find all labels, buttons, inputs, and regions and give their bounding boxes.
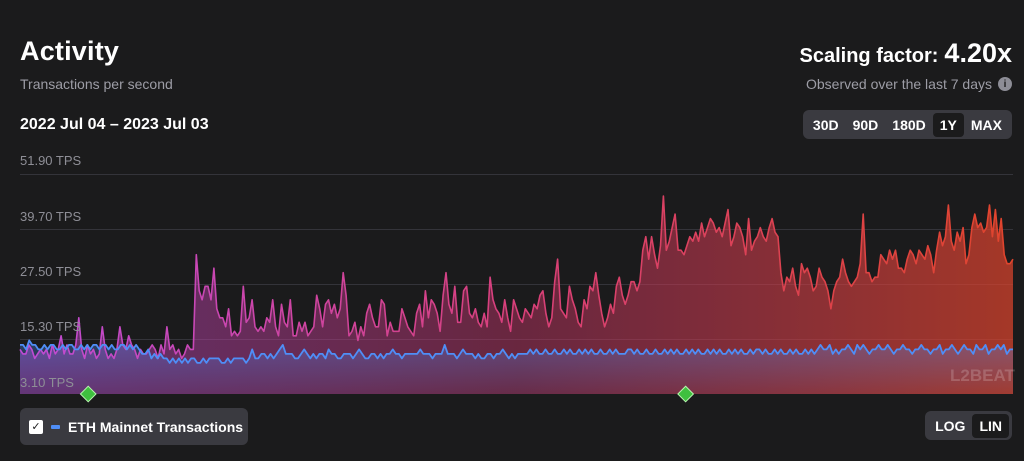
range-180d-button[interactable]: 180D — [892, 116, 926, 133]
time-range-selector: 30D 90D 180D 1Y MAX — [802, 110, 1012, 139]
scale-lin-button[interactable]: LIN — [972, 413, 1009, 438]
scale-selector: LOG LIN — [925, 411, 1012, 440]
layer2-area — [20, 196, 1013, 394]
observed-note: Observed over the last 7 days i — [806, 76, 1012, 92]
y-tick-label: 15.30 TPS — [20, 319, 82, 334]
y-tick-label: 39.70 TPS — [20, 209, 82, 224]
scaling-factor-label: Scaling factor: — [799, 45, 939, 67]
page-title: Activity — [20, 36, 120, 66]
milestone-marker-icon[interactable] — [79, 385, 97, 403]
scaling-factor: Scaling factor: 4.20x — [800, 38, 1013, 69]
info-icon[interactable]: i — [998, 77, 1012, 91]
eth-mainnet-area — [20, 340, 1013, 394]
gridline — [20, 229, 1013, 230]
legend-swatch — [51, 424, 60, 429]
range-30d-button[interactable]: 30D — [812, 116, 839, 133]
eth-mainnet-line — [20, 339, 1013, 364]
milestone-marker-icon[interactable] — [677, 385, 695, 403]
checkbox-icon[interactable]: ✓ — [29, 419, 43, 434]
observed-text: Observed over the last 7 days — [806, 76, 992, 92]
gridline — [20, 284, 1013, 285]
scaling-factor-value: 4.20x — [944, 38, 1012, 68]
scale-log-button[interactable]: LOG — [935, 417, 966, 434]
y-tick-label: 27.50 TPS — [20, 264, 82, 279]
page-subtitle: Transactions per second — [20, 76, 173, 92]
gridline — [20, 174, 1013, 175]
legend-eth-mainnet-toggle[interactable]: ✓ ETH Mainnet Transactions — [20, 408, 248, 445]
range-1y-button[interactable]: 1Y — [932, 112, 964, 137]
y-tick-label: 3.10 TPS — [20, 375, 74, 390]
l2beat-watermark: L2BEAT — [950, 366, 1015, 385]
y-tick-label: 51.90 TPS — [20, 153, 82, 168]
range-90d-button[interactable]: 90D — [852, 116, 879, 133]
layer2-line — [19, 195, 1014, 360]
date-range: 2022 Jul 04 – 2023 Jul 03 — [20, 116, 209, 133]
range-max-button[interactable]: MAX — [970, 116, 1002, 133]
legend-label: ETH Mainnet Transactions — [68, 418, 244, 435]
